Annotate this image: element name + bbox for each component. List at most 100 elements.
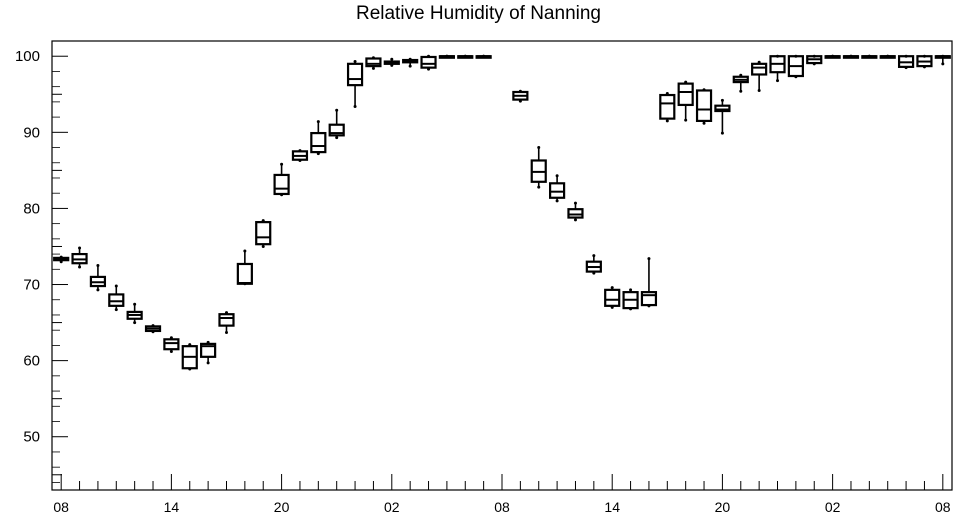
box-min-marker bbox=[629, 307, 633, 311]
box-body bbox=[218, 313, 235, 327]
box-max-marker bbox=[59, 255, 63, 259]
box-max-marker bbox=[812, 54, 816, 58]
box-item bbox=[640, 257, 658, 308]
box-item bbox=[806, 54, 823, 66]
box-min-marker bbox=[684, 118, 688, 122]
chart-title: Relative Humidity of Nanning bbox=[355, 3, 601, 24]
x-tick-label: 14 bbox=[164, 499, 180, 515]
box-max-marker bbox=[757, 60, 761, 64]
box-body bbox=[567, 208, 584, 219]
box-body bbox=[328, 123, 345, 137]
box-item bbox=[695, 88, 713, 125]
box-max-marker bbox=[280, 162, 284, 166]
box-min-marker bbox=[280, 193, 284, 197]
box-min-marker bbox=[757, 88, 761, 92]
box-min-marker bbox=[776, 79, 780, 83]
box-item bbox=[53, 255, 70, 264]
box-min-marker bbox=[371, 66, 375, 70]
box-min-marker bbox=[812, 62, 816, 66]
box-max-marker bbox=[133, 302, 137, 306]
box-max-marker bbox=[518, 89, 522, 93]
box-max-marker bbox=[629, 288, 633, 292]
box-max-marker bbox=[243, 249, 247, 253]
box-max-marker bbox=[151, 324, 155, 328]
box-max-marker bbox=[261, 219, 265, 223]
box-body bbox=[108, 293, 125, 307]
box-body bbox=[659, 93, 676, 120]
box-min-marker bbox=[463, 54, 467, 58]
box-max-marker bbox=[298, 149, 302, 153]
box-max-marker bbox=[720, 98, 724, 102]
box-item bbox=[181, 343, 198, 371]
box-body bbox=[255, 221, 272, 246]
box-item bbox=[824, 54, 841, 59]
box-item bbox=[346, 60, 364, 108]
box-item bbox=[365, 56, 382, 70]
box-min-marker bbox=[886, 54, 890, 58]
box-item bbox=[402, 57, 419, 68]
y-tick-label: 80 bbox=[23, 200, 40, 217]
box-min-marker bbox=[133, 321, 137, 325]
y-tick-label: 60 bbox=[23, 353, 40, 370]
box-body bbox=[365, 57, 382, 68]
box-min-marker bbox=[353, 104, 357, 108]
box-max-marker bbox=[573, 201, 577, 205]
box-body bbox=[236, 262, 253, 285]
x-tick-label: 20 bbox=[715, 499, 731, 515]
x-tick-label: 08 bbox=[935, 499, 951, 515]
box-min-marker bbox=[739, 89, 743, 93]
box-item bbox=[255, 219, 272, 248]
box-max-marker bbox=[647, 257, 651, 261]
box-max-marker bbox=[776, 54, 780, 58]
box-item bbox=[420, 54, 437, 71]
box-item bbox=[236, 249, 253, 286]
box-max-marker bbox=[922, 54, 926, 58]
box-item bbox=[732, 73, 749, 93]
box-item bbox=[218, 311, 235, 334]
box-max-marker bbox=[224, 311, 228, 315]
box-min-marker bbox=[261, 244, 265, 248]
box-min-marker bbox=[59, 260, 63, 264]
box-max-marker bbox=[353, 60, 357, 64]
box-body bbox=[751, 62, 768, 76]
box-item bbox=[457, 54, 474, 59]
box-max-marker bbox=[169, 336, 173, 340]
box-item bbox=[200, 340, 217, 365]
box-item bbox=[144, 324, 162, 334]
box-item bbox=[879, 54, 896, 59]
box-min-marker bbox=[922, 65, 926, 69]
box-min-marker bbox=[592, 271, 596, 275]
box-max-marker bbox=[408, 57, 412, 61]
box-item bbox=[897, 54, 915, 70]
box-max-marker bbox=[794, 54, 798, 58]
box-max-marker bbox=[904, 54, 908, 58]
box-min-marker bbox=[720, 131, 724, 135]
box-max-marker bbox=[684, 80, 688, 84]
box-min-marker bbox=[316, 152, 320, 156]
box-max-marker bbox=[188, 343, 192, 347]
box-min-marker bbox=[298, 158, 302, 162]
box-min-marker bbox=[96, 288, 100, 292]
box-item bbox=[71, 246, 88, 269]
box-item bbox=[383, 57, 400, 67]
box-min-marker bbox=[849, 54, 853, 58]
box-max-marker bbox=[114, 284, 118, 288]
box-item bbox=[567, 201, 584, 222]
box-body bbox=[549, 182, 566, 199]
box-max-marker bbox=[335, 108, 339, 112]
box-min-marker bbox=[867, 54, 871, 58]
box-min-marker bbox=[537, 185, 541, 189]
box-max-marker bbox=[427, 54, 431, 58]
box-max-marker bbox=[96, 264, 100, 267]
box-min-marker bbox=[702, 121, 706, 125]
box-item bbox=[677, 80, 694, 122]
box-max-marker bbox=[78, 246, 82, 250]
x-tick-label: 02 bbox=[384, 499, 400, 515]
box-min-marker bbox=[243, 282, 247, 286]
box-body bbox=[714, 104, 731, 113]
x-tick-label: 20 bbox=[274, 499, 290, 515]
box-max-marker bbox=[592, 254, 596, 258]
box-min-marker bbox=[573, 218, 577, 222]
box-min-marker bbox=[647, 304, 651, 308]
x-axis: 08 14 20 02 08 14 20 02 08 bbox=[53, 474, 951, 515]
